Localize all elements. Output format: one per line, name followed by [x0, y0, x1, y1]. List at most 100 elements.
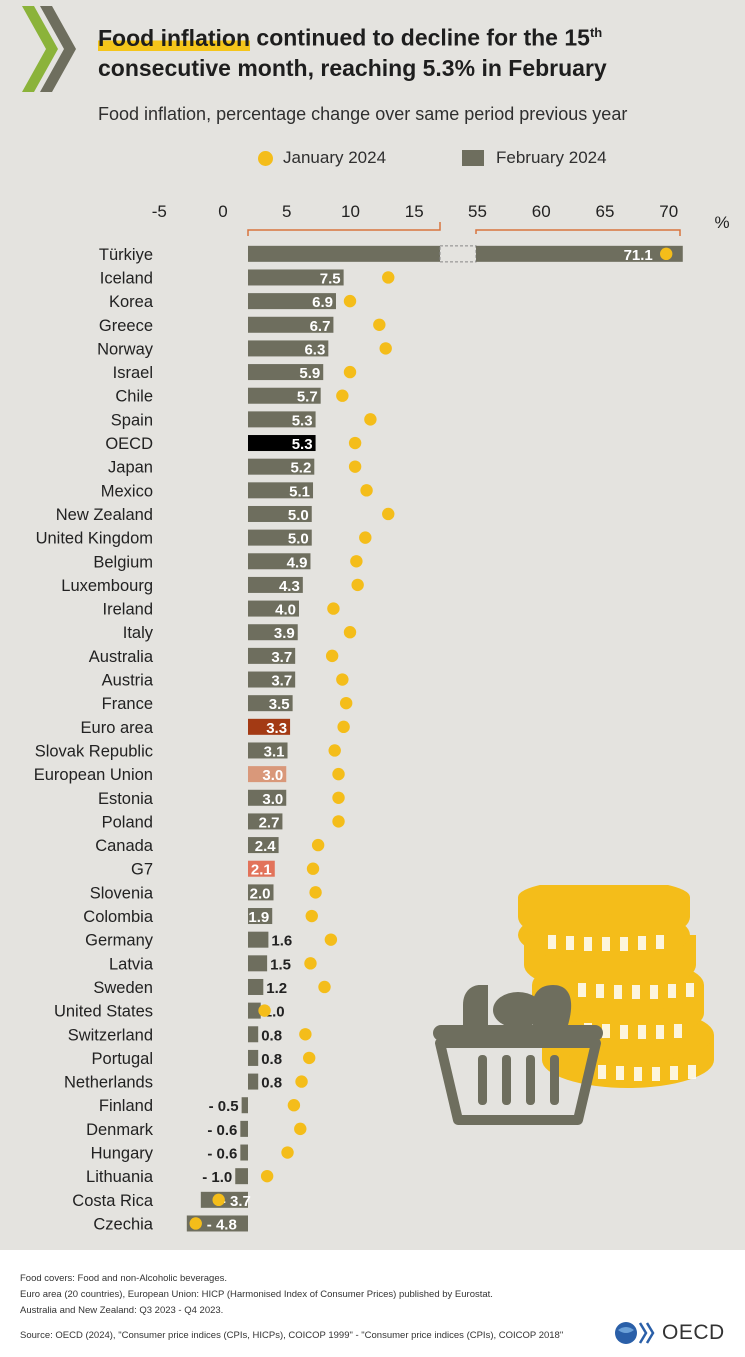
jan-dot: [364, 413, 377, 426]
category-label: Australia: [89, 648, 154, 666]
x-tick-label: -5: [152, 202, 167, 221]
value-label: 5.0: [288, 507, 309, 524]
category-label: Lithuania: [86, 1168, 154, 1186]
value-label: 0.8: [261, 1075, 282, 1092]
category-label: France: [102, 695, 153, 713]
category-label: Türkiye: [99, 246, 153, 264]
bar: [235, 1168, 248, 1185]
value-label: 3.9: [274, 625, 295, 642]
category-label: Spain: [111, 411, 153, 429]
bar: [248, 837, 279, 854]
category-label: Denmark: [86, 1121, 154, 1139]
category-label: Hungary: [91, 1145, 154, 1163]
value-label: 0.8: [261, 1051, 282, 1068]
value-label: 71.1: [624, 247, 653, 264]
legend-label-february: February 2024: [496, 148, 607, 167]
value-label: - 0.5: [209, 1098, 239, 1115]
jan-dot: [373, 318, 386, 331]
value-label: 3.0: [262, 791, 283, 808]
value-label: 4.3: [279, 578, 300, 595]
coins-stack-icon: [518, 885, 714, 1088]
jan-dot: [343, 365, 357, 379]
value-label: 6.7: [310, 318, 331, 335]
food-basket-and-coins-illustration: [433, 885, 714, 1125]
footnote-food: Food covers: Food and non-Alcoholic beve…: [20, 1273, 228, 1284]
bar: [248, 647, 296, 664]
chart-subtitle: Food inflation, percentage change over s…: [98, 104, 628, 124]
value-label: 5.3: [292, 412, 313, 429]
jan-dot: [336, 389, 349, 402]
bar: [248, 978, 264, 995]
value-label: 3.1: [264, 743, 285, 760]
jan-dot: [303, 1051, 316, 1065]
value-label: 1.6: [271, 933, 292, 950]
bar-chart: -5 0 5 10 15 55 60 65 70% Türkiye 71.1 Iceland 7.5 Ko…: [34, 202, 730, 1233]
legend-dot-icon: [258, 150, 273, 166]
bar: [241, 1097, 248, 1114]
category-label: Euro area: [81, 719, 154, 737]
jan-dot: [351, 578, 364, 592]
x-tick-label: 15: [405, 202, 424, 221]
category-label: United Kingdom: [36, 530, 153, 548]
bar: [248, 908, 273, 925]
bar: [248, 293, 336, 310]
chart-title: Food inflation continued to decline for …: [98, 18, 738, 83]
logo-text: OECD: [662, 1321, 725, 1344]
jan-dot: [299, 1028, 312, 1041]
category-label: Luxembourg: [61, 577, 153, 595]
jan-dot: [337, 720, 350, 734]
jan-dot: [348, 436, 362, 450]
value-label: 5.0: [288, 531, 309, 548]
source-note: Source: OECD (2024), "Consumer price ind…: [20, 1330, 564, 1341]
title-superscript: th: [589, 25, 603, 40]
jan-dot: [359, 531, 372, 544]
bar: [248, 316, 334, 333]
value-label: 2.0: [250, 885, 271, 902]
jan-dot: [343, 294, 357, 308]
legend-item-january: January 2024: [258, 148, 386, 168]
bar: [248, 340, 329, 357]
footnote-australia: Australia and New Zealand: Q3 2023 - Q4 …: [20, 1305, 224, 1316]
bar: [248, 435, 316, 452]
bar: [248, 931, 269, 948]
jan-dot: [332, 815, 345, 828]
x-tick-label: 70: [659, 202, 678, 221]
jan-dot: [379, 342, 392, 355]
value-label: 3.7: [271, 673, 292, 690]
category-label: Latvia: [109, 955, 154, 973]
jan-dot: [660, 247, 673, 261]
legend-item-february: February 2024: [462, 148, 607, 168]
bar: [248, 553, 311, 570]
x-tick-label: 10: [341, 202, 360, 221]
bar: [248, 1049, 259, 1066]
title-highlight: Food inflation: [98, 24, 251, 51]
category-label: Switzerland: [68, 1026, 153, 1044]
value-label: 5.9: [299, 365, 320, 382]
bar: [240, 1144, 248, 1161]
x-tick-label: 65: [596, 202, 615, 221]
value-label: 1.9: [248, 909, 269, 926]
value-label: 5.3: [292, 436, 313, 453]
axis-bracket-left: [247, 222, 441, 236]
x-tick-label: 5: [282, 202, 291, 221]
jan-dot: [382, 271, 395, 284]
bar: [248, 576, 303, 593]
bar: [248, 671, 296, 688]
bar: [240, 1120, 248, 1137]
jan-dot: [343, 626, 357, 639]
jan-dot: [306, 862, 320, 875]
category-label: Colombia: [83, 908, 154, 926]
title-part-1: continued to decline for the 15: [250, 24, 590, 51]
jan-dot: [258, 1004, 271, 1017]
x-tick-label: 60: [532, 202, 551, 221]
value-label: 4.9: [287, 554, 308, 571]
bar: [248, 364, 324, 381]
value-label: 3.3: [266, 720, 287, 737]
bar: [248, 411, 316, 428]
value-label: 5.7: [297, 389, 318, 406]
footnote-euro-area: Euro area (20 countries), European Union…: [20, 1289, 493, 1300]
jan-dot: [287, 1099, 301, 1112]
jan-dot: [212, 1193, 225, 1207]
category-label: Korea: [109, 293, 154, 311]
bar: [248, 1002, 261, 1019]
